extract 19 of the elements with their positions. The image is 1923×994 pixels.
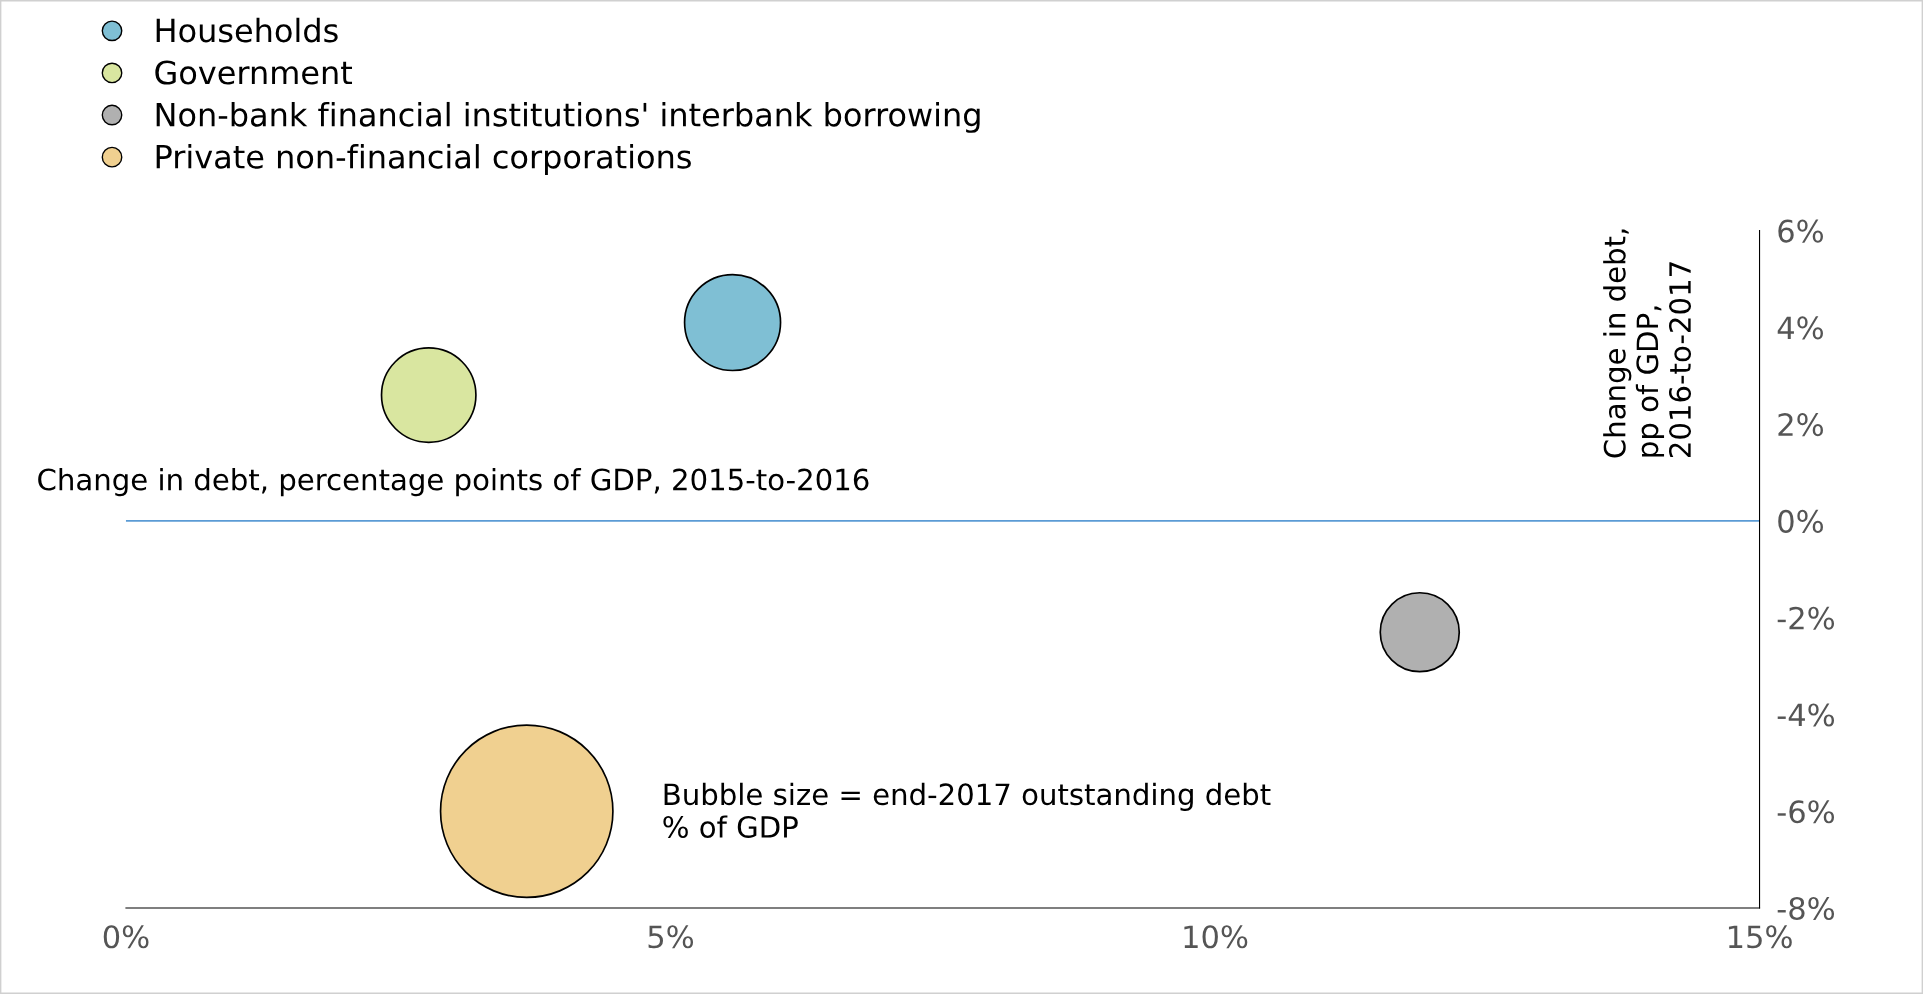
x-axis-title: Change in debt, percentage points of GDP, 2015-to-2016 — [38, 467, 869, 497]
y-tick-label: -4% — [1777, 703, 1835, 727]
annotation: Bubble size = end-2017 outstanding debt % of GDP — [663, 782, 1271, 838]
y-tick-label: -2% — [1777, 606, 1835, 630]
y-axis-title: Change in debt, pp of GDP, 2016-to-2017 — [1603, 229, 1692, 458]
legend-label: Government — [155, 60, 353, 85]
x-tick-label: 15% — [1728, 925, 1792, 949]
legend-label: Private non-financial corporations — [156, 144, 691, 175]
x-tick-label: 5% — [648, 925, 694, 949]
y-tick-label: -8% — [1777, 896, 1835, 921]
y-tick-label: 6% — [1778, 219, 1823, 243]
legend-label: Households — [156, 17, 338, 43]
legend-label: Non-bank financial institutions' interbank borrowing — [156, 101, 980, 133]
y-tick-label: 4% — [1777, 316, 1823, 340]
x-tick-label: 10% — [1184, 925, 1248, 949]
y-tick-label: 0% — [1778, 509, 1823, 533]
x-tick-label: 0% — [103, 925, 149, 949]
y-tick-label: -6% — [1777, 800, 1835, 824]
y-tick-label: 2% — [1778, 413, 1823, 437]
